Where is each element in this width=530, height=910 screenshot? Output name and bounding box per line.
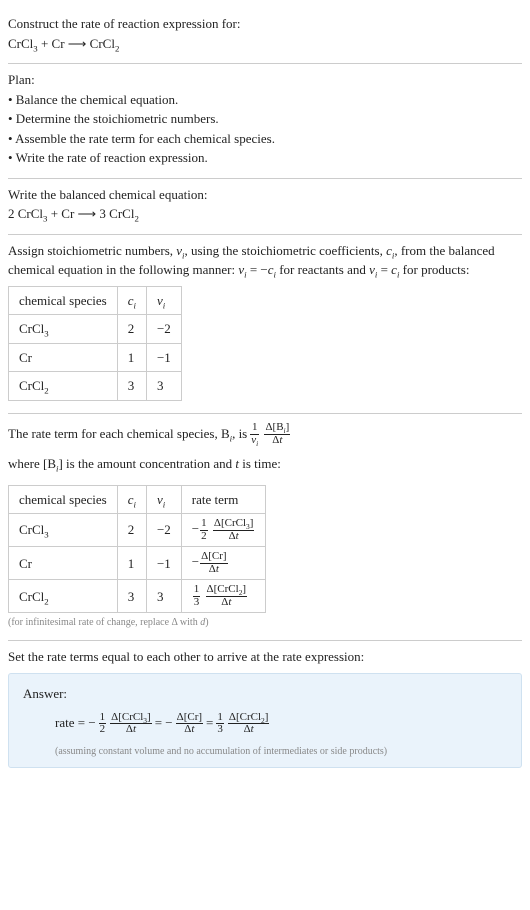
cell-c: 1 [117,547,146,580]
cell-species: CrCl3 [9,315,118,344]
prompt-line1: Construct the rate of reaction expressio… [8,14,522,34]
cell-nu: −1 [146,547,181,580]
stoich-table: chemical species ci νi CrCl3 2 −2 Cr 1 −… [8,286,182,401]
table-header-row: chemical species ci νi rate term [9,485,266,514]
col-nu: νi [146,286,181,315]
table-row: CrCl3 2 −2 [9,315,182,344]
plan-bullet-2: • Determine the stoichiometric numbers. [8,109,522,129]
final-title: Set the rate terms equal to each other t… [8,647,522,667]
cell-c: 3 [117,372,146,401]
cell-nu: 3 [146,372,181,401]
cell-c: 2 [117,315,146,344]
col-rate: rate term [181,485,266,514]
cell-c: 3 [117,580,146,613]
answer-rate-expression: rate = −12 Δ[CrCl3]Δt = −Δ[Cr]Δt = 13 Δ[… [23,709,507,738]
col-species: chemical species [9,485,118,514]
cell-species: CrCl2 [9,580,118,613]
cell-c: 1 [117,343,146,372]
prompt-equation: CrCl3 + Cr ⟶ CrCl2 [8,34,522,54]
cell-rate: −12 Δ[CrCl3]Δt [181,514,266,547]
final-section: Set the rate terms equal to each other t… [8,641,522,778]
answer-note: (assuming constant volume and no accumul… [23,744,507,759]
cell-species: CrCl3 [9,514,118,547]
cell-rate: 13 Δ[CrCl2]Δt [181,580,266,613]
plan-bullet-1: • Balance the chemical equation. [8,90,522,110]
table-row: CrCl2 3 3 13 Δ[CrCl2]Δt [9,580,266,613]
cell-species: CrCl2 [9,372,118,401]
rateterm-generic: 1νi Δ[Bi]Δt [249,420,291,449]
col-species: chemical species [9,286,118,315]
balanced-section: Write the balanced chemical equation: 2 … [8,179,522,234]
balanced-title: Write the balanced chemical equation: [8,185,522,205]
rateterm-table: chemical species ci νi rate term CrCl3 2… [8,485,266,614]
plan-bullet-4: • Write the rate of reaction expression. [8,148,522,168]
plan-title: Plan: [8,70,522,90]
prompt-section: Construct the rate of reaction expressio… [8,8,522,63]
col-nu: νi [146,485,181,514]
plan-bullet-3: • Assemble the rate term for each chemic… [8,129,522,149]
table-row: CrCl2 3 3 [9,372,182,401]
cell-nu: −1 [146,343,181,372]
plan-section: Plan: • Balance the chemical equation. •… [8,64,522,178]
col-c: ci [117,286,146,315]
rateterm-intro-pre: The rate term for each chemical species,… [8,420,247,449]
cell-c: 2 [117,514,146,547]
rateterm-intro: The rate term for each chemical species,… [8,420,522,479]
table-row: Cr 1 −1 −Δ[Cr]Δt [9,547,266,580]
table-row: Cr 1 −1 [9,343,182,372]
answer-box: Answer: rate = −12 Δ[CrCl3]Δt = −Δ[Cr]Δt… [8,673,522,768]
rateterm-section: The rate term for each chemical species,… [8,414,522,641]
rateterm-intro-post: where [Bi] is the amount concentration a… [8,450,281,479]
table-header-row: chemical species ci νi [9,286,182,315]
balanced-equation: 2 CrCl3 + Cr ⟶ 3 CrCl2 [8,204,522,224]
col-c: ci [117,485,146,514]
cell-species: Cr [9,343,118,372]
cell-species: Cr [9,547,118,580]
answer-label: Answer: [23,684,507,704]
table-row: CrCl3 2 −2 −12 Δ[CrCl3]Δt [9,514,266,547]
stoich-section: Assign stoichiometric numbers, νi, using… [8,235,522,413]
cell-nu: −2 [146,514,181,547]
cell-nu: 3 [146,580,181,613]
stoich-intro: Assign stoichiometric numbers, νi, using… [8,241,522,280]
cell-nu: −2 [146,315,181,344]
rateterm-footnote: (for infinitesimal rate of change, repla… [8,615,522,630]
cell-rate: −Δ[Cr]Δt [181,547,266,580]
